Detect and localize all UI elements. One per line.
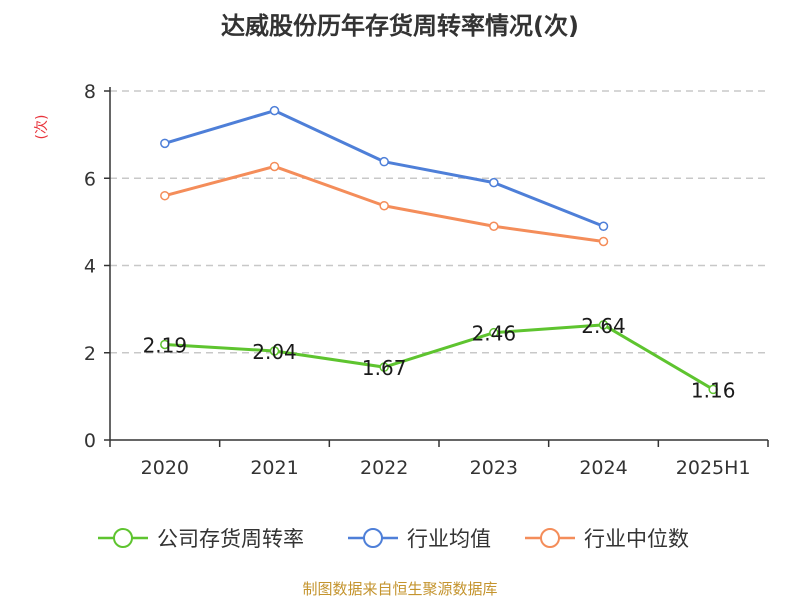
legend: 公司存货周转率 行业均值 行业中位数 [98, 527, 689, 551]
series-layer [160, 105, 718, 395]
data-point [708, 384, 718, 395]
x-tick-label: 2020 [141, 457, 189, 479]
data-labels: 2.19 2.04 1.67 2.46 2.64 1.16 [143, 314, 736, 403]
x-tick-label: 2025H1 [676, 457, 751, 479]
data-point [489, 177, 499, 188]
y-tick-label: 2 [84, 343, 96, 365]
legend-label: 公司存货周转率 [157, 527, 304, 551]
data-point [379, 156, 389, 167]
legend-swatch-marker [113, 528, 133, 548]
data-point [160, 190, 170, 201]
series-line-0 [164, 323, 714, 391]
x-tick-label: 2024 [579, 457, 627, 479]
legend-item: 行业均值 [348, 527, 491, 551]
data-point [269, 105, 280, 116]
chart-title: 达威股份历年存货周转率情况(次) [221, 12, 579, 40]
data-point [598, 221, 609, 231]
source-note: 制图数据来自恒生聚源数据库 [302, 580, 498, 598]
legend-item: 行业中位数 [525, 527, 689, 551]
data-label: 2.64 [581, 314, 626, 338]
x-tick-label: 2021 [250, 457, 298, 479]
data-point [598, 236, 609, 247]
data-label: 2.19 [143, 333, 188, 357]
data-point [379, 200, 389, 211]
data-label: 2.04 [252, 340, 297, 364]
y-axis-label: (次) [34, 115, 50, 140]
data-point [379, 362, 389, 372]
data-label: 2.46 [472, 322, 517, 346]
legend-item: 公司存货周转率 [98, 527, 304, 551]
grid-lines [110, 90, 768, 354]
legend-label: 行业中位数 [584, 527, 689, 551]
data-point [269, 161, 280, 172]
data-label: 1.16 [691, 378, 736, 402]
x-tick-label: 2022 [360, 457, 408, 479]
data-point [598, 320, 609, 330]
y-tick-label: 4 [84, 256, 96, 278]
y-tick-label: 8 [84, 81, 96, 103]
x-tick-label: 2023 [470, 457, 518, 479]
data-point [489, 221, 499, 231]
data-point [160, 339, 170, 350]
data-label: 1.67 [362, 356, 407, 380]
legend-label: 行业均值 [407, 527, 491, 551]
data-point [489, 327, 499, 338]
data-point [269, 346, 280, 356]
data-point [160, 138, 170, 149]
axes: 0 2 4 6 8 2020 2021 2022 2023 2024 2025H1 (次) [34, 81, 769, 479]
y-tick-label: 6 [84, 168, 96, 190]
y-tick-label: 0 [84, 430, 96, 452]
legend-swatch-marker [540, 528, 560, 548]
legend-swatch-marker [363, 528, 383, 548]
